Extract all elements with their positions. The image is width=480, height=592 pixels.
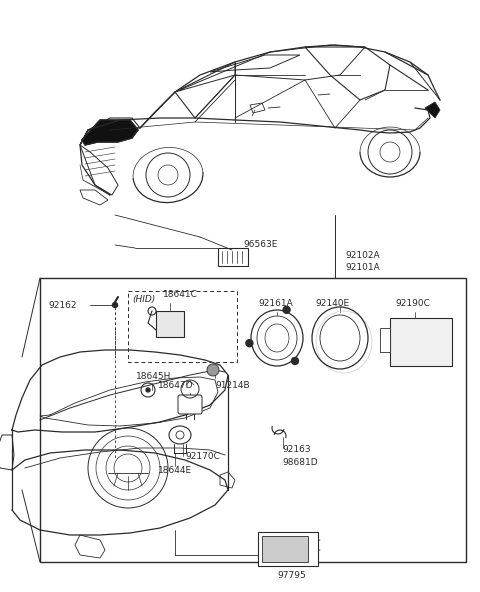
Text: 18644E: 18644E: [158, 465, 192, 475]
FancyBboxPatch shape: [262, 536, 308, 562]
Polygon shape: [425, 102, 440, 118]
Text: 18641C: 18641C: [163, 289, 198, 298]
Text: 92102A: 92102A: [345, 250, 380, 259]
Circle shape: [246, 340, 253, 347]
Circle shape: [283, 306, 290, 313]
Text: 92163: 92163: [282, 445, 311, 453]
Text: (HID): (HID): [132, 294, 155, 304]
Text: 92170C: 92170C: [185, 452, 220, 461]
Bar: [128, 291, 237, 362]
Text: 92140E: 92140E: [315, 298, 349, 307]
Circle shape: [207, 364, 219, 376]
FancyBboxPatch shape: [380, 328, 390, 352]
Text: 92162: 92162: [48, 301, 76, 310]
FancyBboxPatch shape: [156, 311, 184, 337]
Text: 96563E: 96563E: [243, 240, 277, 249]
Text: 18645H: 18645H: [136, 372, 171, 381]
Text: 92101A: 92101A: [345, 262, 380, 272]
Text: 18647D: 18647D: [158, 381, 193, 390]
Bar: [40, 278, 466, 562]
Circle shape: [112, 303, 118, 307]
FancyBboxPatch shape: [178, 395, 202, 414]
FancyBboxPatch shape: [390, 318, 452, 366]
Circle shape: [146, 388, 150, 392]
Text: 97795: 97795: [277, 571, 306, 581]
Text: 92190C: 92190C: [395, 298, 430, 307]
Text: 98681D: 98681D: [282, 458, 318, 466]
Bar: [218, 248, 248, 266]
Bar: [258, 532, 318, 566]
Circle shape: [291, 358, 299, 365]
Polygon shape: [82, 120, 138, 145]
Text: 91214B: 91214B: [215, 381, 250, 390]
Text: 92161A: 92161A: [258, 298, 293, 307]
